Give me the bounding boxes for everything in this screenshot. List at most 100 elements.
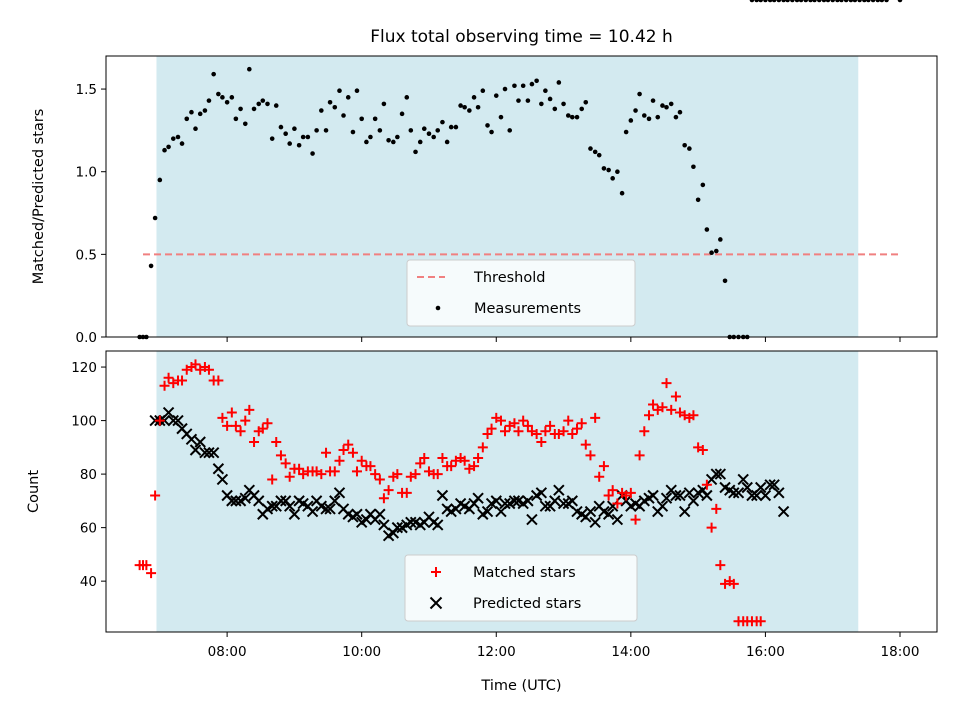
- predicted-stars-point: [553, 484, 565, 496]
- predicted-stars-point: [472, 492, 484, 504]
- matched-stars-point: [603, 490, 614, 501]
- measurement-point: [462, 104, 467, 110]
- matched-stars-point: [661, 378, 672, 389]
- matched-stars-point: [644, 410, 655, 421]
- measurement-point: [718, 237, 723, 242]
- legend-predicted-stars-symbol: [429, 596, 443, 610]
- matched-stars-point: [365, 461, 376, 472]
- measurement-point: [493, 93, 499, 98]
- matched-stars-point: [706, 522, 717, 533]
- measurement-point: [408, 128, 414, 133]
- predicted-stars-point: [728, 487, 740, 499]
- measurement-point: [453, 124, 459, 130]
- measurement-point: [700, 182, 706, 188]
- predicted-stars-point: [230, 495, 242, 507]
- predicted-stars-point: [764, 479, 776, 491]
- legend-matched-stars-symbol: [431, 567, 441, 577]
- predicted-stars-point: [557, 497, 570, 510]
- matched-stars-point: [670, 391, 681, 402]
- predicted-stars-point: [768, 479, 780, 491]
- matched-stars-point: [701, 479, 712, 490]
- matched-stars-point: [235, 426, 246, 437]
- predicted-stars-point: [678, 505, 691, 518]
- matched-stars-point: [545, 420, 556, 431]
- measurement-point: [785, 0, 790, 3]
- measurement-point: [687, 146, 692, 151]
- y-tick-label: 60: [80, 521, 97, 537]
- matched-stars-point: [572, 423, 583, 434]
- measurement-point: [391, 139, 396, 145]
- measurement-point: [660, 103, 665, 108]
- predicted-stars-point: [589, 516, 601, 528]
- predicted-stars-point: [378, 519, 390, 531]
- measurement-point: [763, 0, 768, 3]
- measurement-point: [211, 71, 216, 77]
- predicted-stars-point: [660, 492, 673, 504]
- matched-stars-point: [294, 463, 305, 474]
- measurement-point: [489, 129, 494, 135]
- measurement-point: [601, 166, 607, 171]
- matched-stars-point: [567, 428, 578, 439]
- predicted-stars-point: [773, 487, 785, 499]
- predicted-stars-point: [732, 487, 745, 499]
- measurement-point: [875, 0, 881, 3]
- matched-stars-point: [648, 399, 659, 410]
- measurement-point: [233, 116, 239, 122]
- predicted-stars-point: [167, 414, 179, 427]
- measurement-point: [897, 0, 903, 3]
- predicted-stars-point: [526, 513, 538, 526]
- measurement-point: [520, 83, 526, 89]
- predicted-stars-point: [741, 481, 753, 494]
- matched-stars-point: [271, 436, 282, 447]
- measurement-point: [238, 106, 243, 112]
- predicted-stars-point: [777, 505, 790, 518]
- measurement-point: [413, 149, 418, 155]
- measurement-point: [417, 139, 423, 145]
- matched-stars-point: [244, 404, 255, 415]
- top-y-axis-label: Matched/Predicted stars: [31, 109, 47, 285]
- matched-stars-point: [280, 458, 291, 469]
- matched-stars-point: [370, 469, 381, 480]
- matched-stars-point: [612, 498, 623, 509]
- measurement-point: [682, 142, 687, 148]
- predicted-stars-point: [253, 495, 265, 507]
- matched-stars-point: [432, 469, 443, 480]
- measurement-point: [816, 0, 822, 3]
- matched-stars-point: [150, 490, 161, 501]
- measurement-point: [628, 118, 634, 123]
- x-tick-label: 16:00: [746, 644, 785, 660]
- measurement-point: [247, 66, 252, 72]
- measurement-point: [162, 147, 167, 153]
- predicted-stars-point: [687, 495, 700, 507]
- predicted-stars-point: [499, 497, 511, 510]
- measurement-point: [758, 0, 764, 3]
- matched-stars-point: [190, 359, 201, 370]
- measurement-point: [368, 134, 373, 140]
- measurement-point: [852, 0, 858, 3]
- measurement-point: [556, 80, 562, 85]
- measurement-point: [426, 131, 432, 136]
- predicted-stars-point: [374, 508, 386, 520]
- x-tick-label: 10:00: [342, 644, 381, 660]
- matched-stars-point: [262, 418, 273, 429]
- measurement-point: [404, 95, 410, 100]
- measurement-point: [345, 95, 351, 100]
- measurement-point: [341, 113, 346, 118]
- measurement-point: [709, 250, 714, 255]
- measurement-point: [229, 95, 235, 100]
- y-tick-label: 1.0: [76, 165, 97, 181]
- measurement-point: [547, 96, 553, 102]
- matched-stars-point: [634, 450, 645, 461]
- measurement-point: [337, 88, 342, 94]
- measurement-point: [458, 103, 463, 108]
- matched-stars-point: [585, 450, 596, 461]
- measurement-point: [251, 106, 257, 112]
- measurement-point: [808, 0, 813, 3]
- matched-stars-point: [473, 453, 484, 464]
- predicted-stars-point: [351, 508, 363, 520]
- matched-stars-point: [469, 461, 480, 472]
- matched-stars-point: [482, 428, 493, 439]
- measurement-point: [435, 128, 441, 133]
- measurement-point: [825, 0, 831, 3]
- measurement-point: [512, 83, 517, 89]
